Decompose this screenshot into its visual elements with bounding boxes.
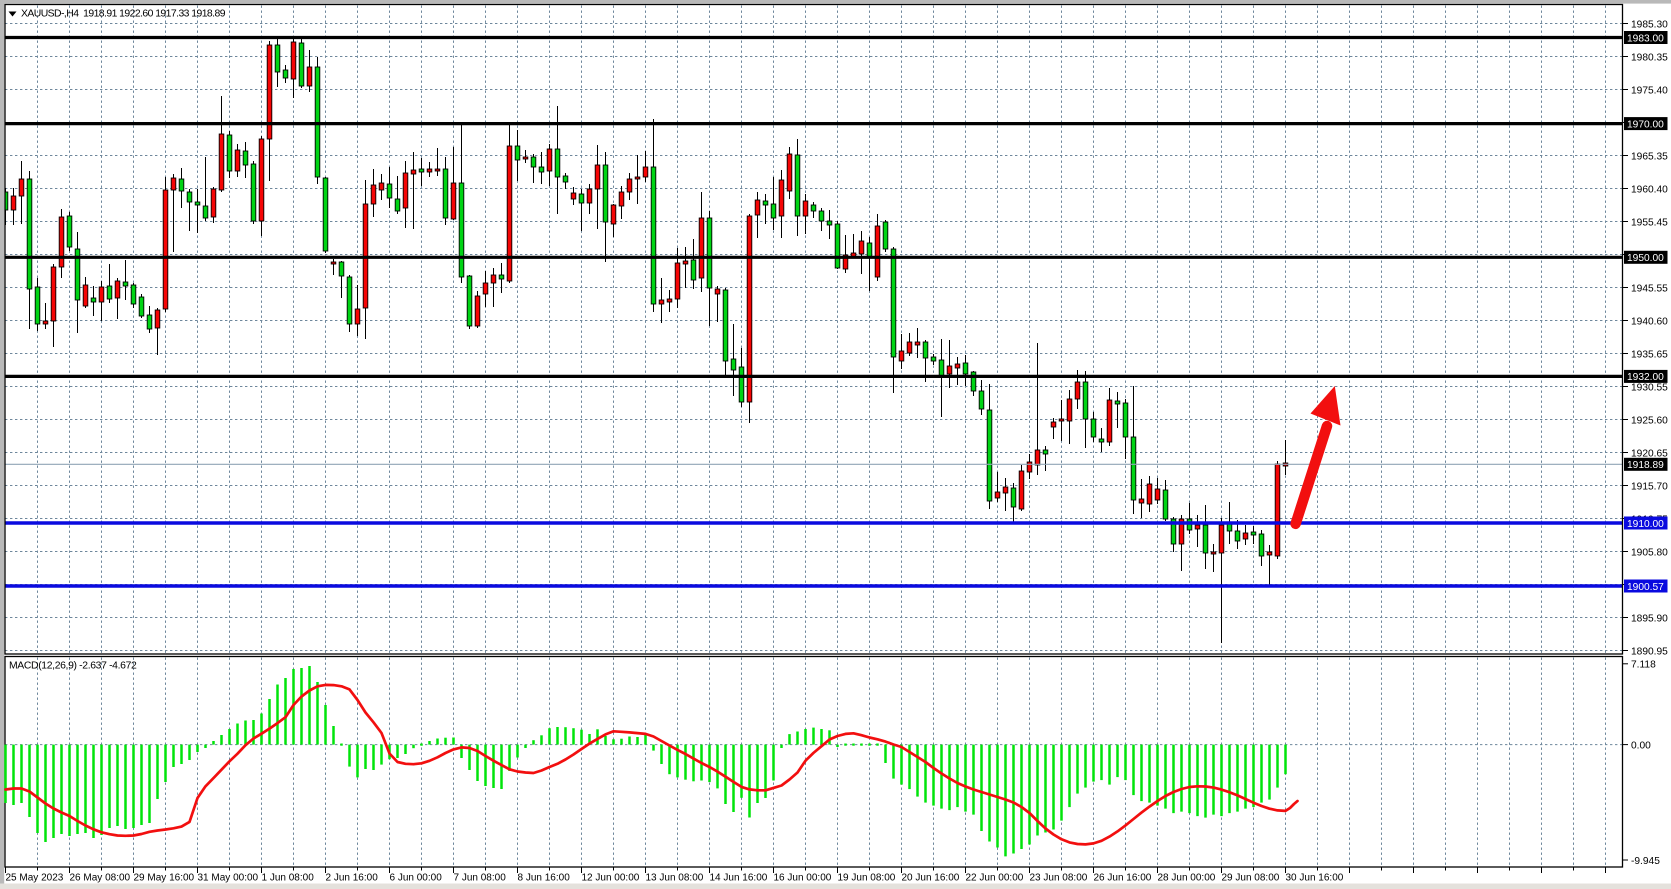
svg-text:1970.00: 1970.00 [1627,119,1664,130]
svg-text:1890.95: 1890.95 [1631,646,1668,657]
svg-text:1960.40: 1960.40 [1631,184,1668,195]
svg-text:1985.30: 1985.30 [1631,19,1668,30]
svg-text:20 Jun 16:00: 20 Jun 16:00 [902,873,960,884]
svg-text:2 Jun 16:00: 2 Jun 16:00 [326,873,379,884]
svg-text:MACD(12,26,9) -2.637 -4.672: MACD(12,26,9) -2.637 -4.672 [9,661,137,672]
svg-text:26 Jun 16:00: 26 Jun 16:00 [1094,873,1152,884]
svg-text:1930.55: 1930.55 [1631,382,1668,393]
svg-text:14 Jun 16:00: 14 Jun 16:00 [710,873,768,884]
svg-text:1932.00: 1932.00 [1627,372,1664,383]
svg-text:26 May 08:00: 26 May 08:00 [70,873,131,884]
svg-text:1905.80: 1905.80 [1631,547,1668,558]
svg-text:22 Jun 00:00: 22 Jun 00:00 [966,873,1024,884]
svg-text:1965.35: 1965.35 [1631,151,1668,162]
svg-text:7 Jun 08:00: 7 Jun 08:00 [454,873,507,884]
svg-text:6 Jun 00:00: 6 Jun 00:00 [390,873,443,884]
svg-text:1925.60: 1925.60 [1631,415,1668,426]
svg-text:1915.70: 1915.70 [1631,481,1668,492]
svg-text:30 Jun 16:00: 30 Jun 16:00 [1286,873,1344,884]
svg-text:1945.55: 1945.55 [1631,283,1668,294]
svg-text:1895.90: 1895.90 [1631,613,1668,624]
svg-text:19 Jun 08:00: 19 Jun 08:00 [838,873,896,884]
svg-text:0.00: 0.00 [1631,740,1651,751]
svg-text:7.118: 7.118 [1631,660,1656,671]
svg-text:23 Jun 08:00: 23 Jun 08:00 [1030,873,1088,884]
svg-text:1935.65: 1935.65 [1631,349,1668,360]
svg-text:1950.00: 1950.00 [1627,253,1664,264]
svg-text:-9.945: -9.945 [1631,856,1660,867]
svg-text:1983.00: 1983.00 [1627,33,1664,44]
svg-text:XAUUSD-,H4 1918.91 1922.60 19: XAUUSD-,H4 1918.91 1922.60 1917.33 1918.… [21,9,226,20]
svg-text:16 Jun 00:00: 16 Jun 00:00 [774,873,832,884]
svg-text:31 May 00:00: 31 May 00:00 [198,873,259,884]
svg-text:29 Jun 08:00: 29 Jun 08:00 [1222,873,1280,884]
svg-text:1918.89: 1918.89 [1627,460,1664,471]
svg-text:1940.60: 1940.60 [1631,316,1668,327]
svg-text:25 May 2023: 25 May 2023 [6,873,64,884]
svg-text:1975.40: 1975.40 [1631,85,1668,96]
svg-text:29 May 16:00: 29 May 16:00 [134,873,195,884]
svg-text:1920.65: 1920.65 [1631,448,1668,459]
svg-text:12 Jun 00:00: 12 Jun 00:00 [582,873,640,884]
svg-text:1955.45: 1955.45 [1631,217,1668,228]
svg-text:1 Jun 08:00: 1 Jun 08:00 [262,873,315,884]
svg-text:1980.35: 1980.35 [1631,52,1668,63]
svg-text:8 Jun 16:00: 8 Jun 16:00 [518,873,571,884]
svg-text:1910.00: 1910.00 [1627,519,1664,530]
svg-text:13 Jun 08:00: 13 Jun 08:00 [646,873,704,884]
svg-text:1900.57: 1900.57 [1627,582,1664,593]
svg-text:28 Jun 00:00: 28 Jun 00:00 [1158,873,1216,884]
